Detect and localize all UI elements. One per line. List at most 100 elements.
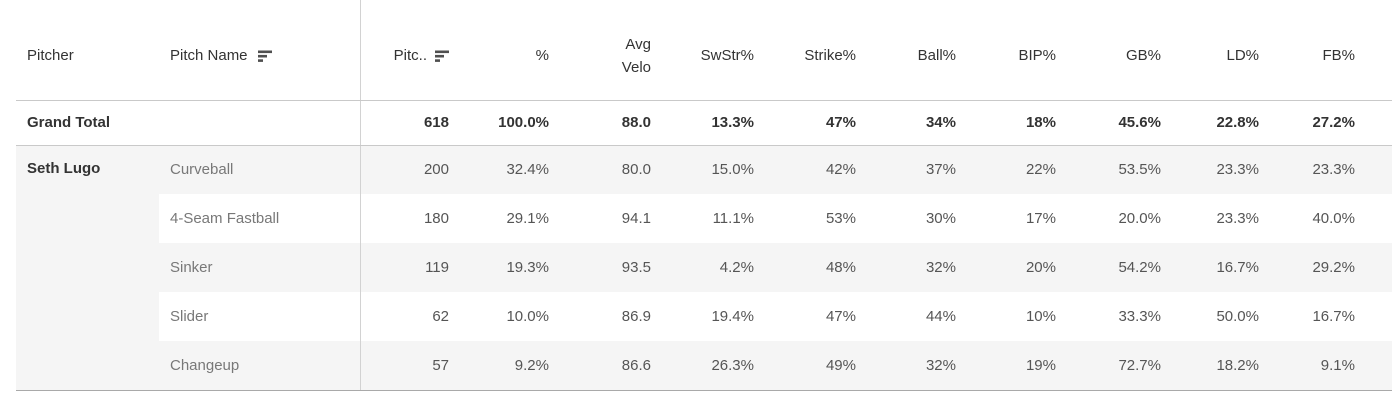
cell-gb: 53.5% (1067, 145, 1172, 194)
cell-gb: 20.0% (1067, 194, 1172, 243)
cell-fb: 27.2% (1270, 100, 1392, 146)
cell-avg-velo: 86.9 (560, 292, 662, 341)
column-header-pitches[interactable]: Pitc.. (359, 0, 460, 101)
cell-pitch-name: 4-Seam Fastball (159, 194, 360, 243)
column-header-avg-velo[interactable]: Avg Velo (560, 0, 662, 101)
pitcher-name: Seth Lugo (16, 145, 159, 391)
column-header-label: BIP% (1018, 47, 1056, 65)
table-row: Slider 62 10.0% 86.9 19.4% 47% 44% 10% 3… (16, 292, 1392, 341)
cell-swstr: 4.2% (662, 243, 765, 292)
cell-avg-velo: 93.5 (560, 243, 662, 292)
cell-bip: 22% (967, 145, 1067, 194)
cell-pct: 19.3% (460, 243, 560, 292)
cell-swstr: 11.1% (662, 194, 765, 243)
table-row: Seth Lugo Curveball 200 32.4% 80.0 15.0%… (16, 145, 1392, 391)
column-header-label: LD% (1226, 47, 1259, 65)
column-header-label: Ball% (917, 47, 956, 65)
column-header-pct[interactable]: % (460, 0, 560, 101)
cell-swstr: 26.3% (662, 341, 765, 391)
cell-ld: 18.2% (1172, 341, 1270, 391)
table-row: Changeup 57 9.2% 86.6 26.3% 49% 32% 19% … (16, 341, 1392, 391)
grand-total-pitch-cell (159, 100, 360, 146)
cell-ball: 34% (867, 100, 967, 146)
cell-pitches: 200 (359, 145, 460, 194)
column-header-ld[interactable]: LD% (1172, 0, 1270, 101)
table-row: Sinker 119 19.3% 93.5 4.2% 48% 32% 20% 5… (16, 243, 1392, 292)
column-header-label: Pitc.. (393, 47, 427, 65)
cell-fb: 16.7% (1270, 292, 1392, 341)
cell-strike: 49% (765, 341, 867, 391)
column-header-pitch-name[interactable]: Pitch Name (159, 0, 360, 101)
grand-total-row: Grand Total 618 100.0% 88.0 13.3% 47% 34… (16, 100, 1392, 146)
cell-ld: 23.3% (1172, 145, 1270, 194)
column-header-ball[interactable]: Ball% (867, 0, 967, 101)
column-header-fb[interactable]: FB% (1270, 0, 1392, 101)
cell-strike: 42% (765, 145, 867, 194)
cell-fb: 40.0% (1270, 194, 1392, 243)
cell-pitch-name: Changeup (159, 341, 360, 391)
cell-fb: 29.2% (1270, 243, 1392, 292)
pitch-stats-crosstab: Pitcher Pitch Name Pitc.. (16, 0, 1392, 391)
cell-pitch-name: Sinker (159, 243, 360, 292)
cell-ball: 44% (867, 292, 967, 341)
column-header-pitcher[interactable]: Pitcher (16, 0, 159, 101)
cell-ball: 32% (867, 243, 967, 292)
cell-avg-velo: 80.0 (560, 145, 662, 194)
cell-bip: 19% (967, 341, 1067, 391)
cell-bip: 10% (967, 292, 1067, 341)
cell-fb: 23.3% (1270, 145, 1392, 194)
cell-pct: 9.2% (460, 341, 560, 391)
cell-ld: 50.0% (1172, 292, 1270, 341)
cell-swstr: 15.0% (662, 145, 765, 194)
cell-pitch-name: Slider (159, 292, 360, 341)
column-header-label: Avg Velo (621, 35, 651, 76)
column-header-label: FB% (1322, 47, 1355, 65)
cell-pct: 29.1% (460, 194, 560, 243)
cell-gb: 54.2% (1067, 243, 1172, 292)
cell-avg-velo: 88.0 (560, 100, 662, 146)
cell-pct: 32.4% (460, 145, 560, 194)
cell-avg-velo: 94.1 (560, 194, 662, 243)
cell-swstr: 13.3% (662, 100, 765, 146)
cell-ball: 37% (867, 145, 967, 194)
header-row: Pitcher Pitch Name Pitc.. (16, 0, 1392, 101)
column-header-gb[interactable]: GB% (1067, 0, 1172, 101)
cell-ld: 23.3% (1172, 194, 1270, 243)
cell-gb: 45.6% (1067, 100, 1172, 146)
cell-pitches: 180 (359, 194, 460, 243)
cell-pitches: 62 (359, 292, 460, 341)
column-header-label: % (535, 47, 549, 65)
cell-strike: 53% (765, 194, 867, 243)
cell-pitch-name: Curveball (159, 145, 360, 194)
cell-bip: 17% (967, 194, 1067, 243)
column-header-swstr[interactable]: SwStr% (662, 0, 765, 101)
table-row: 4-Seam Fastball 180 29.1% 94.1 11.1% 53%… (16, 194, 1392, 243)
cell-gb: 72.7% (1067, 341, 1172, 391)
grand-total-label: Grand Total (16, 100, 159, 146)
cell-bip: 20% (967, 243, 1067, 292)
column-header-bip[interactable]: BIP% (967, 0, 1067, 101)
cell-pitches: 119 (359, 243, 460, 292)
column-header-label: Pitch Name (170, 47, 248, 65)
cell-strike: 47% (765, 100, 867, 146)
cell-strike: 47% (765, 292, 867, 341)
cell-fb: 9.1% (1270, 341, 1392, 391)
cell-pitches: 618 (359, 100, 460, 146)
pitch-stats-table: Pitcher Pitch Name Pitc.. (16, 0, 1392, 391)
column-header-label: Strike% (804, 47, 856, 65)
cell-gb: 33.3% (1067, 292, 1172, 341)
column-header-strike[interactable]: Strike% (765, 0, 867, 101)
column-header-label: Pitcher (27, 47, 74, 65)
cell-swstr: 19.4% (662, 292, 765, 341)
cell-avg-velo: 86.6 (560, 341, 662, 391)
cell-ld: 22.8% (1172, 100, 1270, 146)
cell-pitches: 57 (359, 341, 460, 391)
sort-descending-icon[interactable] (257, 50, 272, 62)
cell-pct: 10.0% (460, 292, 560, 341)
column-header-label: GB% (1125, 47, 1161, 65)
sort-descending-icon[interactable] (435, 50, 449, 62)
cell-bip: 18% (967, 100, 1067, 146)
cell-ld: 16.7% (1172, 243, 1270, 292)
column-header-label: SwStr% (700, 47, 754, 65)
cell-pct: 100.0% (460, 100, 560, 146)
